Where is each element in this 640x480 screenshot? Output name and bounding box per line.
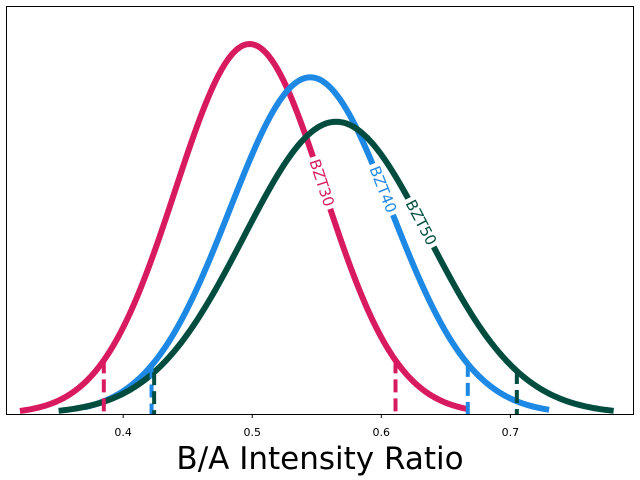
curves-layer — [19, 41, 614, 414]
x-axis-title: B/A Intensity Ratio — [176, 441, 463, 477]
curve-label-text: BZT30 — [305, 157, 337, 209]
curve-label-bzt30: BZT30 — [304, 154, 339, 211]
x-axis-ticks: 0.4 0.5 0.6 0.7 — [114, 414, 519, 439]
curve-label-background — [400, 195, 442, 251]
curve-bzt30 — [19, 41, 469, 414]
curve-label-bzt40: BZT40 — [364, 161, 402, 218]
bounds-layer — [101, 360, 519, 414]
plot-area-frame — [6, 6, 634, 415]
curve-label-background — [364, 161, 402, 218]
x-tick-label: 0.6 — [373, 426, 391, 439]
x-tick-label: 0.7 — [502, 426, 520, 439]
x-tick-label: 0.5 — [243, 426, 261, 439]
curve-label-text: BZT50 — [402, 197, 441, 249]
curve-bzt50 — [58, 118, 614, 414]
curve-label-background — [304, 154, 339, 211]
x-tick-label: 0.4 — [114, 426, 132, 439]
curve-bzt40 — [83, 74, 550, 413]
